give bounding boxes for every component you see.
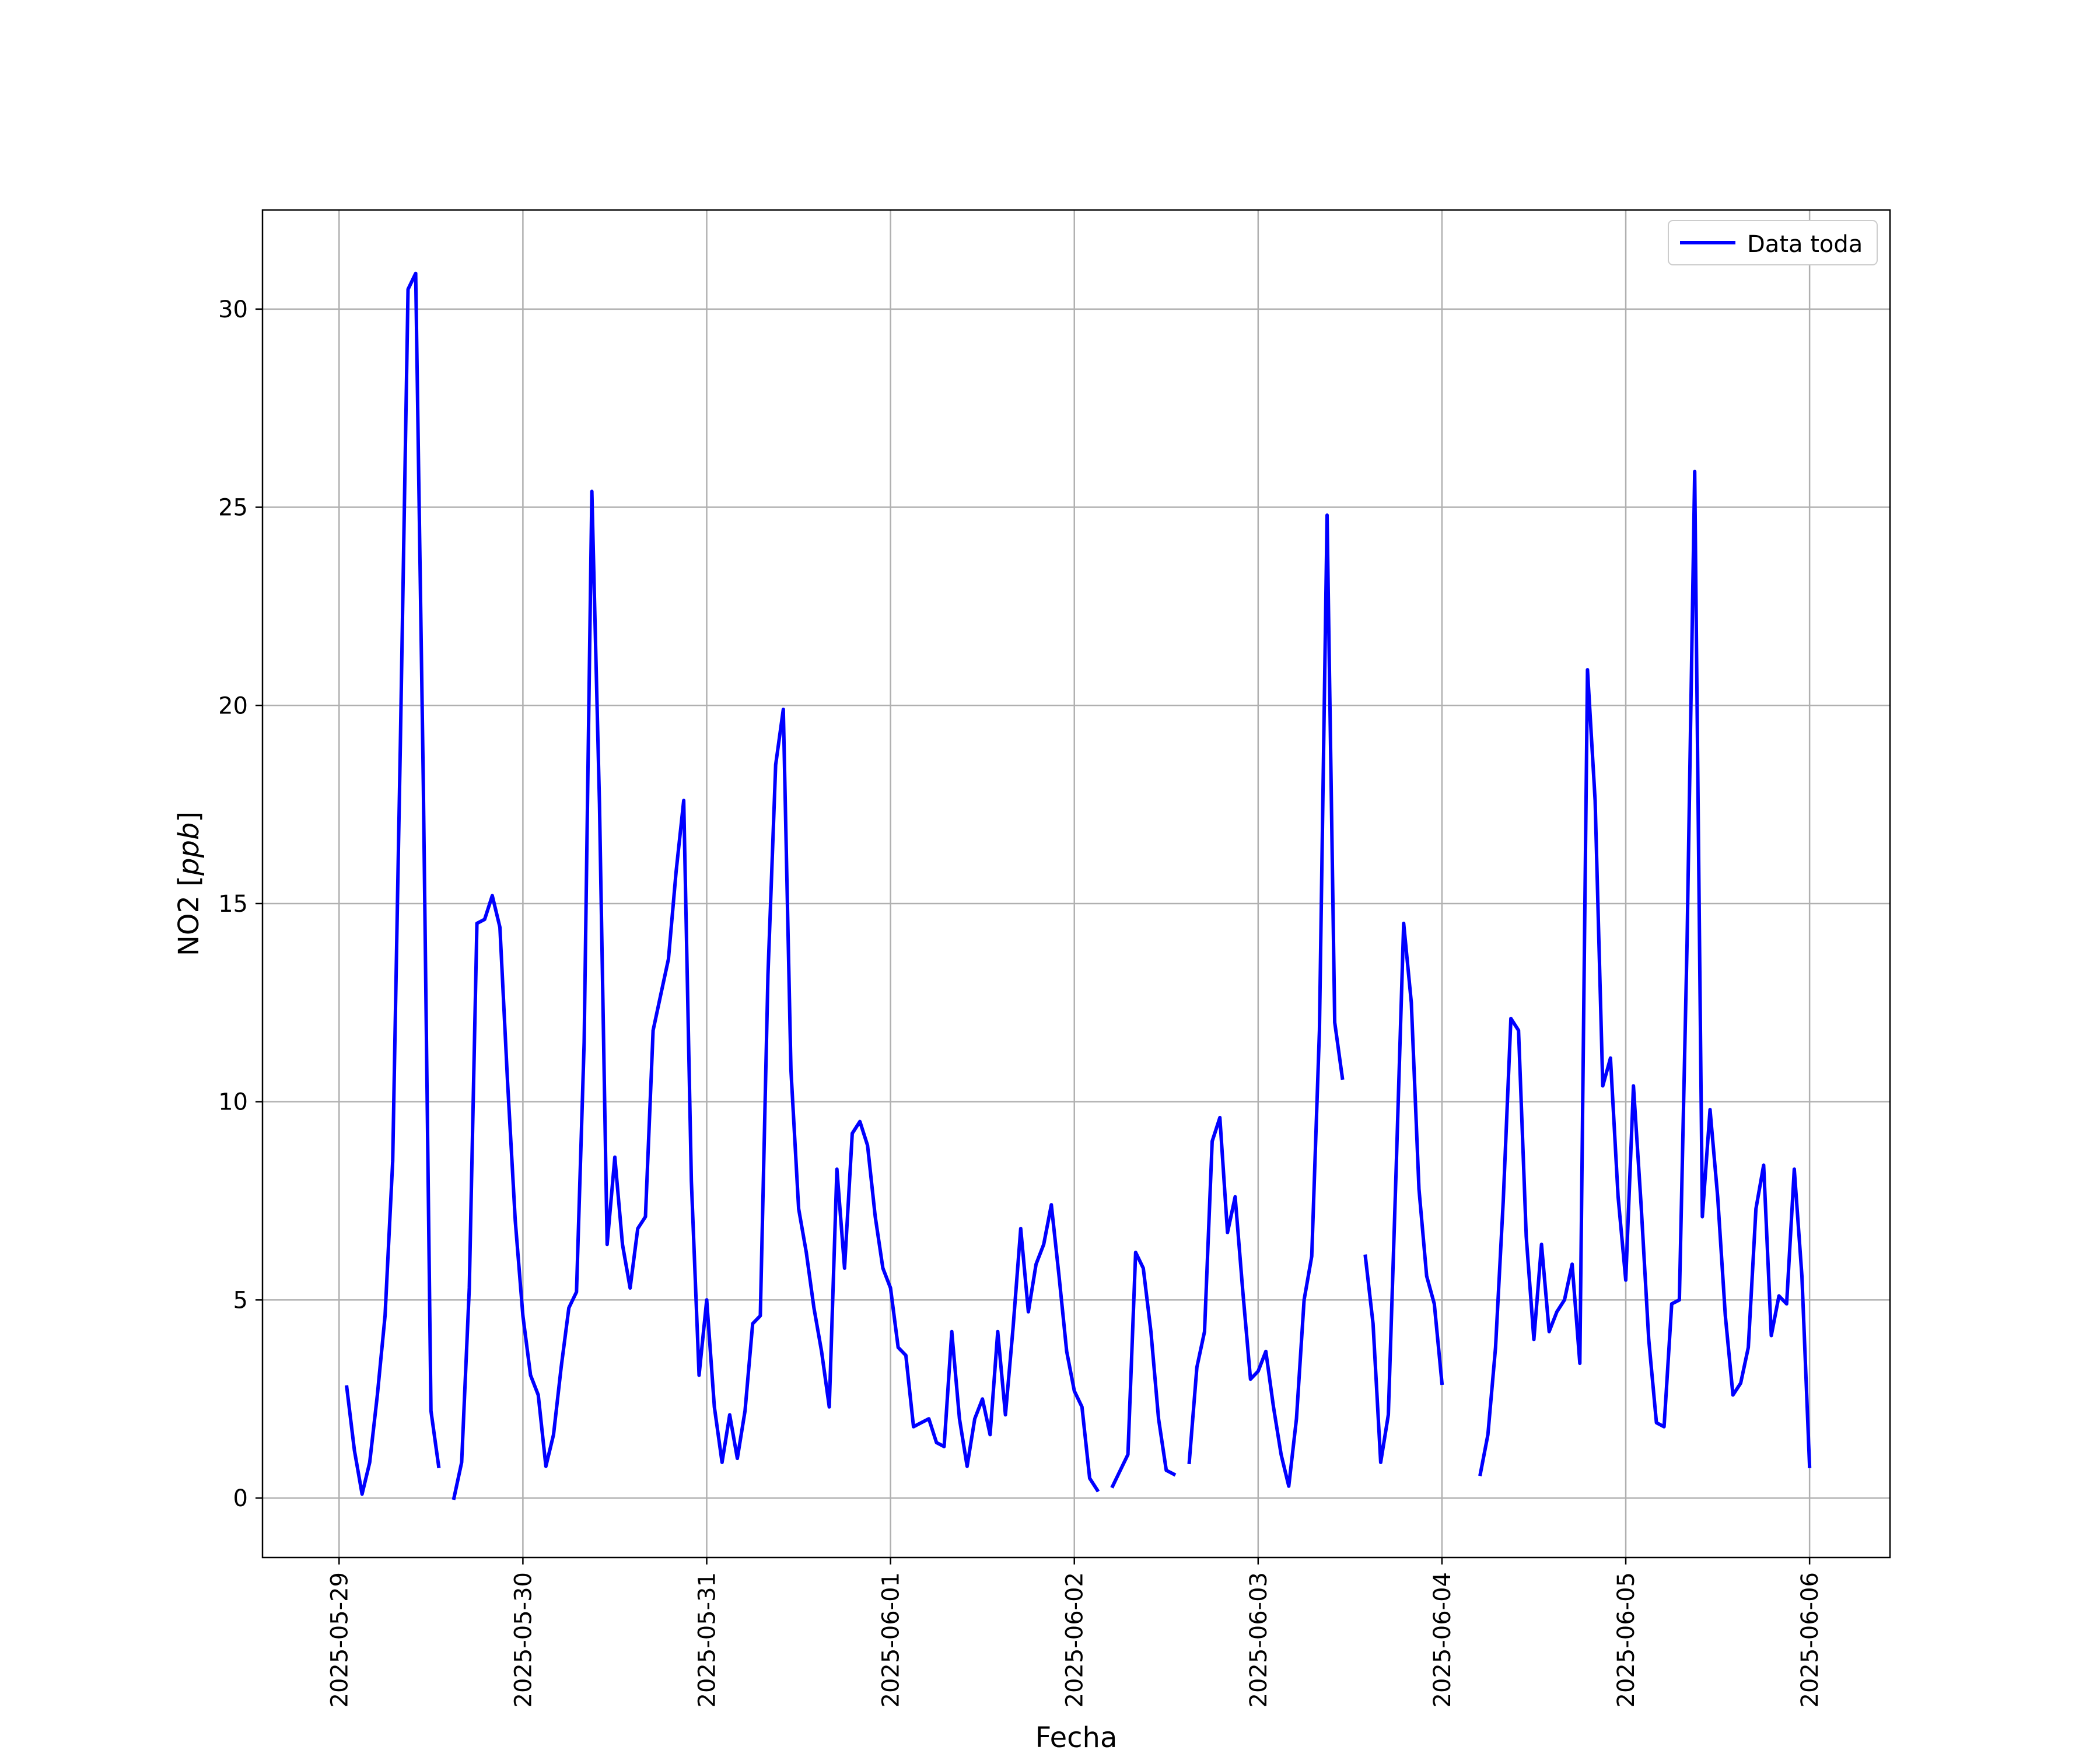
x-axis: 2025-05-29 2025-05-30 2025-05-31 2025-06-01… (326, 1558, 1824, 1707)
plot-frame (261, 209, 1891, 1559)
y-axis-label-unit: ppb (173, 822, 205, 876)
y-tick-label: 25 (218, 495, 248, 522)
y-axis-label-prefix: NO2 [ (173, 876, 205, 956)
y-tick-label: 30 (218, 296, 248, 323)
data-lines (345, 271, 1812, 1500)
x-tick-label: 2025-06-01 (878, 1572, 905, 1707)
series-line-segment (1110, 1250, 1177, 1489)
x-tick-label: 2025-06-03 (1245, 1572, 1272, 1707)
x-tick-label: 2025-05-30 (510, 1572, 537, 1707)
y-tick-label: 20 (218, 692, 248, 719)
series-line-segment (1363, 921, 1444, 1464)
x-tick-label: 2025-06-05 (1613, 1572, 1640, 1707)
x-tick-label: 2025-06-02 (1062, 1572, 1088, 1707)
legend-label: Data toda (1747, 231, 1863, 258)
y-tick-label: 10 (218, 1089, 248, 1116)
y-tick-label: 5 (233, 1287, 248, 1314)
x-tick-label: 2025-06-06 (1797, 1572, 1824, 1707)
plot-area (262, 210, 1890, 1558)
y-axis: 0 5 10 15 20 25 30 (218, 296, 262, 1512)
series-line-segment (345, 271, 441, 1496)
series-line-segment (452, 489, 1100, 1500)
y-axis-label: NO2 [ppb] (173, 811, 205, 956)
series-line-segment (1478, 470, 1812, 1476)
series-line-segment (1187, 513, 1345, 1488)
legend: Data toda (1668, 220, 1878, 265)
x-tick-label: 2025-06-04 (1429, 1572, 1456, 1707)
grid (262, 210, 1890, 1558)
y-axis-label-suffix: ] (173, 811, 205, 822)
x-axis-label: Fecha (1035, 1721, 1118, 1750)
y-tick-label: 0 (233, 1485, 248, 1512)
x-tick-label: 2025-05-31 (694, 1572, 721, 1707)
legend-box (1668, 220, 1878, 265)
y-tick-label: 15 (218, 891, 248, 918)
x-tick-label: 2025-05-29 (326, 1572, 353, 1707)
